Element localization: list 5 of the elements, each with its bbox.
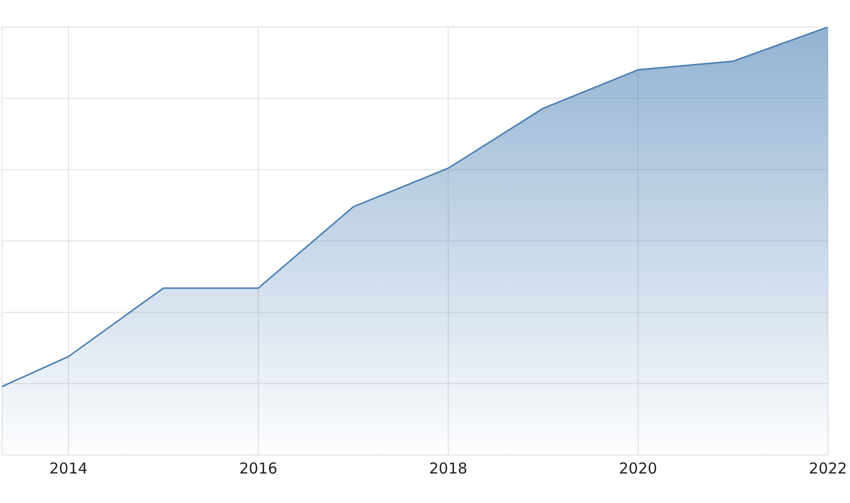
x-tick-label: 2020 (619, 460, 658, 478)
x-tick-label: 2022 (808, 460, 848, 478)
x-tick-label: 2014 (49, 460, 88, 478)
x-tick-label: 2018 (429, 460, 468, 478)
x-tick-label: 2016 (239, 460, 278, 478)
